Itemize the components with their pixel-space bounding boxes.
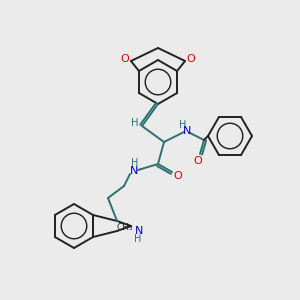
Text: O: O xyxy=(121,54,129,64)
Text: N: N xyxy=(130,166,138,176)
Text: N: N xyxy=(135,226,143,236)
Text: H: H xyxy=(131,158,139,168)
Text: H: H xyxy=(179,120,187,130)
Text: H: H xyxy=(131,118,139,128)
Text: H: H xyxy=(134,234,142,244)
Text: CH₃: CH₃ xyxy=(117,223,134,232)
Text: O: O xyxy=(174,171,182,181)
Text: O: O xyxy=(194,156,202,166)
Text: N: N xyxy=(183,126,191,136)
Text: O: O xyxy=(187,54,195,64)
